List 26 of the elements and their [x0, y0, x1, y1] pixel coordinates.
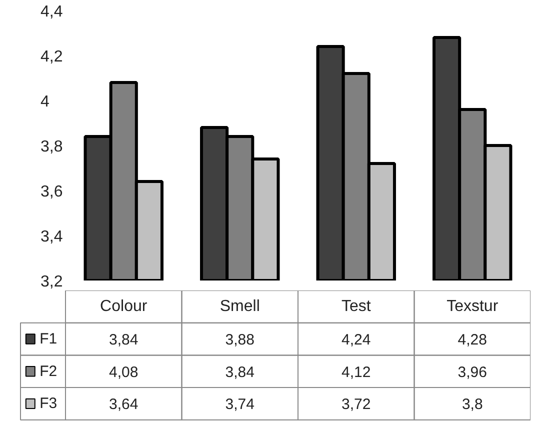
legend-label: F1 [40, 330, 58, 348]
y-tick-label: 4 [40, 94, 50, 110]
y-tick-label: 4,4 [40, 4, 63, 20]
data-label: 4,12 [342, 364, 371, 381]
data-label: 3,74 [225, 396, 254, 414]
data-label: 4,08 [109, 364, 138, 381]
y-tick-label: 3,2 [40, 274, 63, 290]
data-label: 4,28 [458, 332, 487, 349]
x-tick-label: Texstur [446, 298, 499, 316]
data-label: 3,88 [225, 332, 254, 349]
data-label: 3,8 [462, 396, 483, 414]
data-label: 4,24 [342, 332, 371, 349]
x-tick-label: Test [341, 298, 372, 316]
x-tick-label: Colour [100, 298, 148, 316]
y-tick-label: 3,6 [40, 184, 63, 200]
data-label: 3,96 [458, 364, 487, 381]
data-label: 3,64 [109, 396, 138, 414]
y-tick-label: 3,8 [40, 138, 63, 156]
x-tick-label: Smell [220, 298, 260, 316]
legend-label: F2 [40, 362, 58, 380]
legend-label: F3 [40, 395, 58, 412]
y-tick-label: 4,2 [40, 48, 63, 66]
data-label: 3,84 [225, 364, 254, 381]
data-label: 3,72 [342, 396, 371, 414]
y-tick-label: 3,4 [40, 228, 63, 246]
data-label: 3,84 [109, 332, 138, 349]
